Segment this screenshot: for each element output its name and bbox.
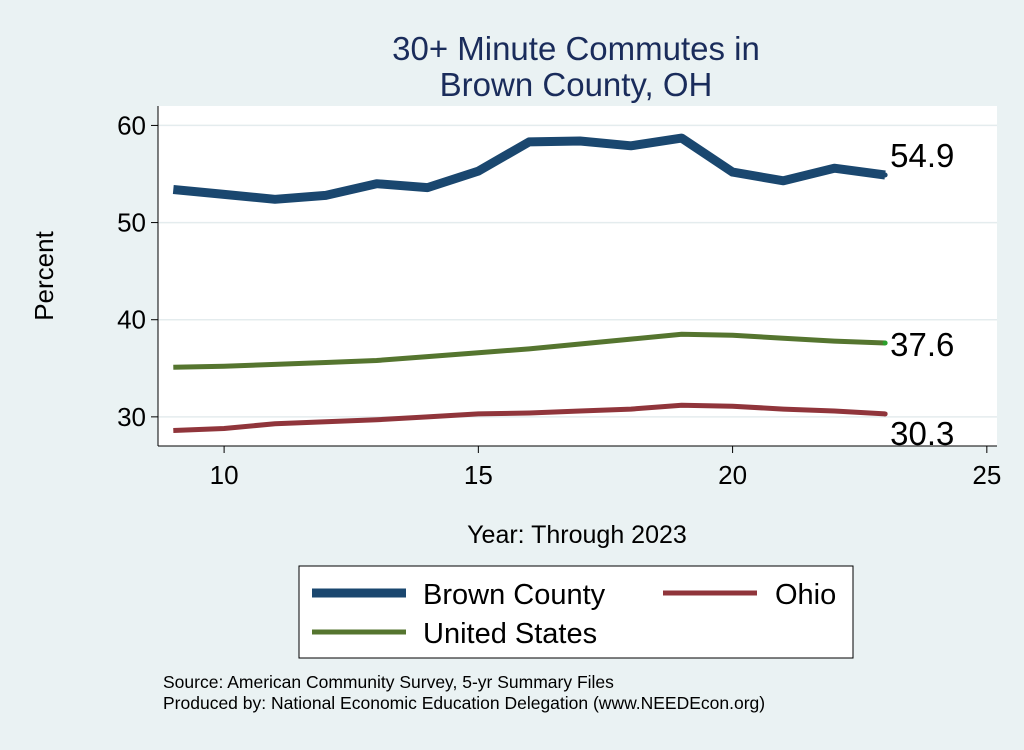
end-point-ohio: [882, 411, 888, 417]
y-axis-label: Percent: [29, 230, 59, 320]
gridlines: [158, 124, 997, 418]
x-axis-ticks: 10 15 20 25: [210, 446, 1001, 490]
end-label-ohio: 30.3: [890, 415, 954, 452]
end-label-united-states: 37.6: [890, 326, 954, 363]
y-tick-label: 40: [117, 305, 146, 335]
x-tick-label: 15: [464, 460, 493, 490]
chart-title-line-1: 30+ Minute Commutes in: [392, 30, 760, 67]
y-tick-label: 60: [117, 110, 146, 140]
legend-label-ohio: Ohio: [775, 579, 836, 611]
legend-label-united-states: United States: [423, 618, 597, 650]
legend: Brown County Ohio United States: [298, 565, 854, 659]
end-labels: 54.9 37.6 30.3: [890, 137, 954, 452]
x-tick-label: 25: [972, 460, 1001, 490]
x-axis-label: Year: Through 2023: [467, 521, 687, 549]
legend-label-brown-county: Brown County: [423, 579, 606, 611]
end-point-brown-county: [882, 172, 888, 178]
source-note: Source: American Community Survey, 5-yr …: [163, 672, 614, 692]
series-line-united-states: [173, 331, 886, 370]
y-tick-label: 30: [117, 402, 146, 432]
x-tick-label: 10: [210, 460, 239, 490]
legend-box: [298, 565, 854, 659]
series-lines: [172, 133, 888, 433]
produced-by-note: Produced by: National Economic Education…: [163, 693, 765, 713]
end-label-brown-county: 54.9: [890, 137, 954, 174]
y-tick-label: 50: [117, 208, 146, 238]
series-line-ohio: [173, 402, 886, 433]
series-line-brown-county: [172, 133, 886, 204]
plot-area: [158, 106, 997, 446]
x-tick-label: 20: [718, 460, 747, 490]
chart-title-line-2: Brown County, OH: [440, 66, 713, 103]
end-point-united-states: [882, 340, 888, 346]
y-axis-ticks: 30 40 50 60: [117, 110, 158, 432]
